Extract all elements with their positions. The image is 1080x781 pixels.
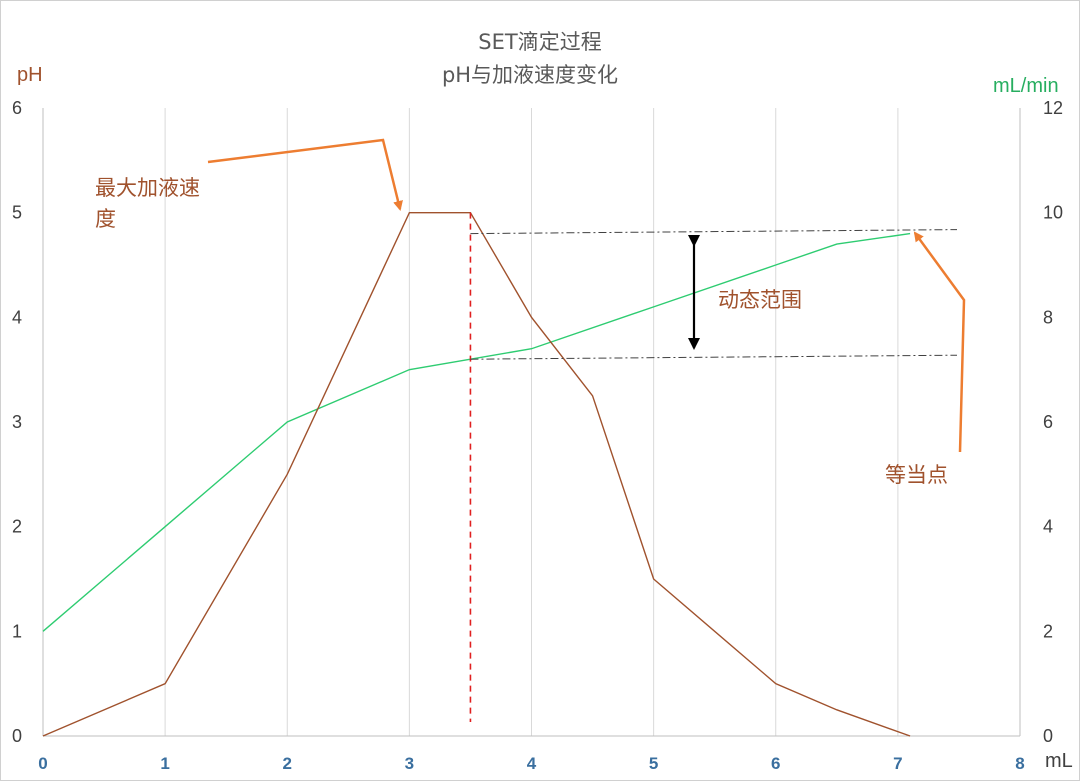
y-left-tick-label: 6	[12, 98, 22, 118]
x-tick-label: 0	[38, 754, 47, 773]
range-bottom-line	[470, 354, 958, 360]
right-axis-unit: mL/min	[993, 75, 1059, 97]
annotation-equivalence-point: 等当点	[885, 463, 948, 487]
x-tick-label: 7	[893, 754, 902, 773]
annotations	[207, 138, 966, 722]
y-left-tick-label: 5	[12, 203, 22, 223]
left-axis-unit: pH	[17, 64, 43, 86]
y-left-tick-label: 4	[12, 307, 22, 327]
y-right-tick-label: 10	[1043, 203, 1063, 223]
x-tick-label: 6	[771, 754, 780, 773]
y-left-tick-label: 2	[12, 517, 22, 537]
y-right-tick-label: 2	[1043, 621, 1053, 641]
y-right-tick-label: 0	[1043, 726, 1053, 746]
y-right-tick-label: 4	[1043, 517, 1053, 537]
y-left-tick-label: 3	[12, 412, 22, 432]
annotation-max-rate: 最大加液速	[95, 176, 200, 200]
x-tick-label: 4	[527, 754, 537, 773]
rate-series-line	[42, 211, 911, 737]
annotation-dynamic-range: 动态范围	[718, 288, 802, 312]
series-lines	[42, 211, 911, 737]
y-left-tick-label: 1	[12, 621, 22, 641]
x-tick-label: 1	[160, 754, 169, 773]
equivalence-callout-arrow	[913, 231, 966, 453]
y-right-tick-label: 8	[1043, 307, 1053, 327]
grid-lines	[164, 108, 899, 736]
chart-title: SET滴定过程	[478, 30, 601, 54]
ph-series-line	[42, 232, 911, 632]
annotation-max-rate-line2: 度	[95, 207, 116, 231]
x-tick-label: 5	[649, 754, 658, 773]
y-left-tick-label: 0	[12, 726, 22, 746]
x-tick-label: 3	[405, 754, 414, 773]
chart-subtitle: pH与加液速度变化	[442, 63, 618, 87]
y-right-tick-label: 6	[1043, 412, 1053, 432]
x-axis-unit: mL	[1045, 750, 1073, 772]
max-rate-callout-arrow	[207, 138, 403, 211]
x-tick-label: 8	[1015, 754, 1024, 773]
range-top-line	[470, 229, 958, 235]
y-right-tick-label: 12	[1043, 98, 1063, 118]
x-tick-label: 2	[283, 754, 292, 773]
